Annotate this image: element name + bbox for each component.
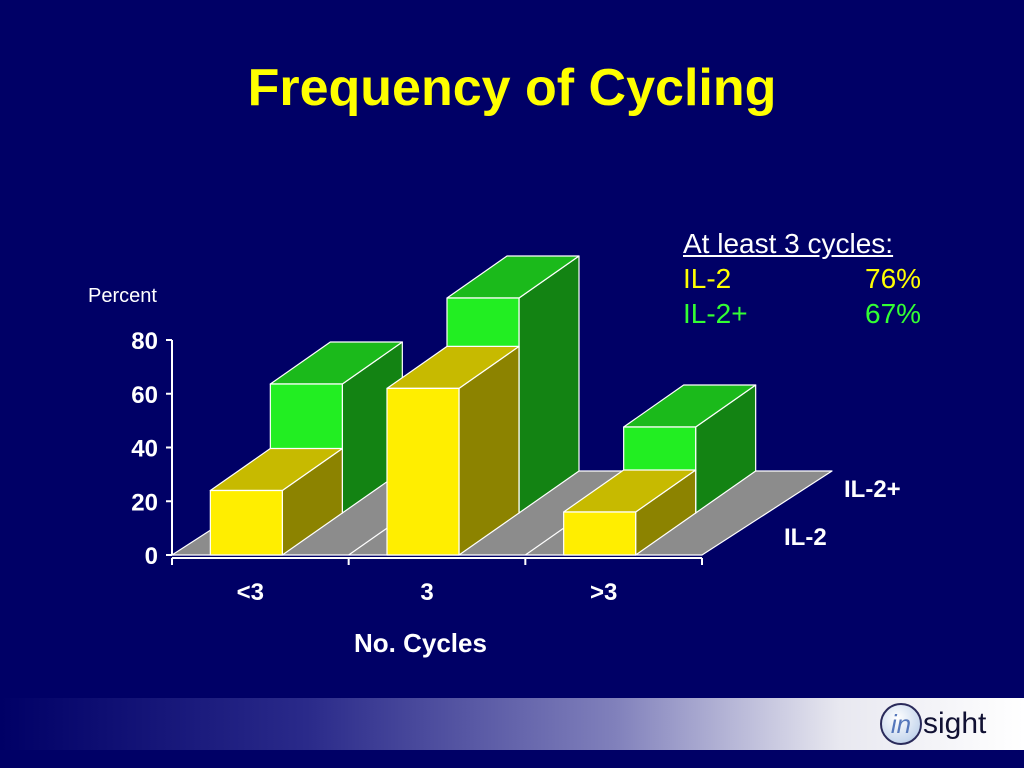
y-tick-label: 0 [145,543,158,570]
summary-label-il2: IL-2 [683,263,732,294]
y-tick-label: 40 [131,436,158,463]
summary-value-il2plus: 67% [865,298,922,329]
bar [209,489,283,556]
logo-text-in: in [890,708,912,739]
x-tick-label: >3 [590,579,617,606]
summary-row-il2: IL-2 76% [683,261,943,296]
bar [386,387,460,556]
insight-logo: in sight [880,702,986,746]
bar-chart-3d: 0 20 40 60 80 <3 3 >3 IL-2 IL-2+ [131,255,901,606]
summary-box: At least 3 cycles: IL-2 76% IL-2+ 67% [683,226,943,331]
x-tick-label: 3 [420,579,433,606]
summary-label-il2plus: IL-2+ [683,298,748,329]
legend-entry: IL-2+ [844,476,901,503]
logo-ring-icon: in [880,703,922,745]
footer-band [0,698,1024,750]
x-axis-label: No. Cycles [354,628,487,658]
summary-value-il2: 76% [865,263,922,294]
y-tick-label: 20 [131,489,158,516]
summary-heading: At least 3 cycles: [683,228,894,259]
y-axis-label: Percent [88,285,157,307]
y-tick-label: 60 [131,382,158,409]
bar [563,511,637,556]
summary-row-il2plus: IL-2+ 67% [683,296,943,331]
slide-title: Frequency of Cycling [247,59,777,117]
legend-entry: IL-2 [784,524,827,551]
bar-side [518,255,580,514]
logo-text-rest: sight [923,707,987,740]
x-tick-label: <3 [237,579,264,606]
y-tick-label: 80 [131,328,158,355]
